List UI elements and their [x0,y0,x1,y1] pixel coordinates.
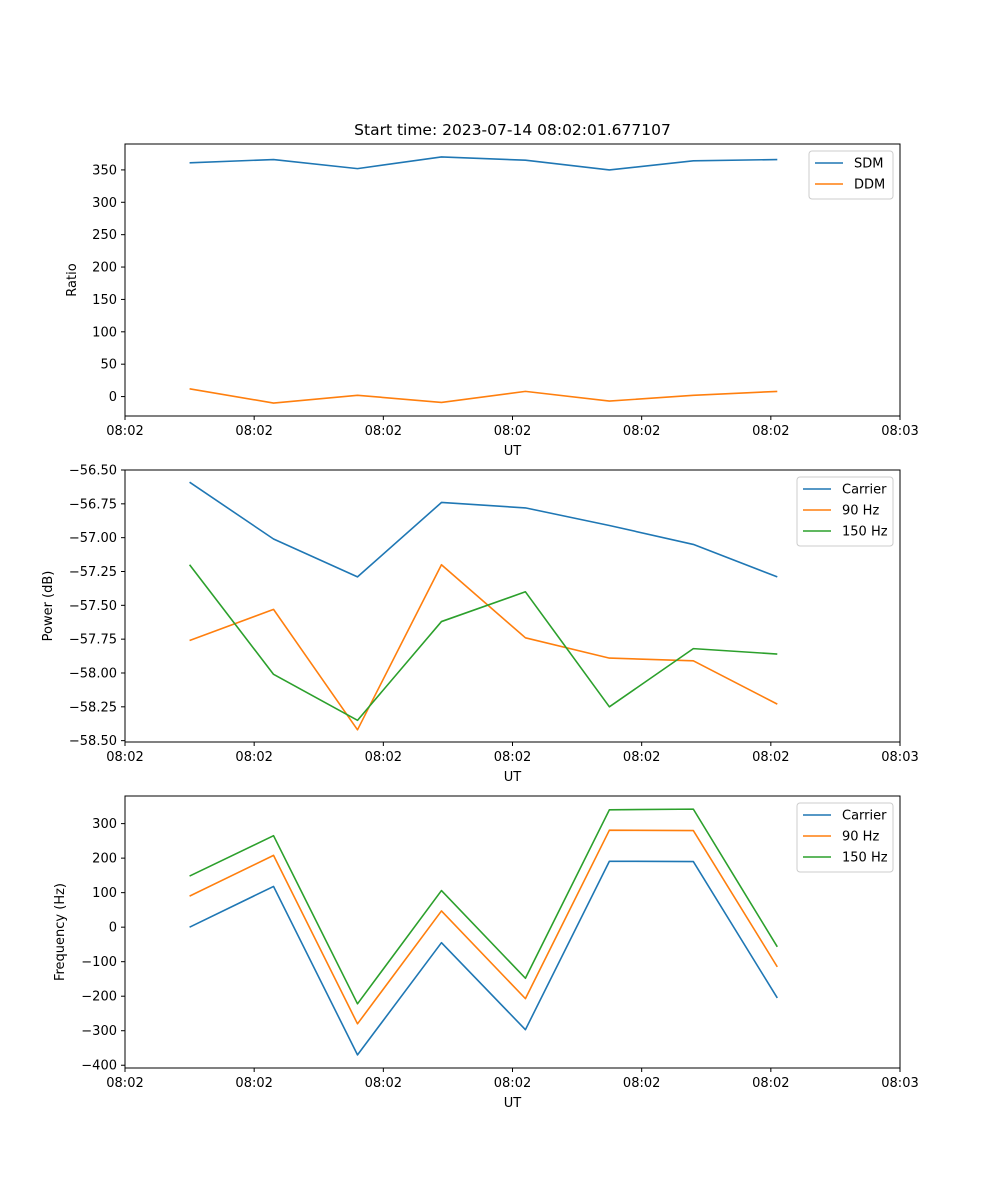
y-tick-label: −58.00 [69,666,117,681]
x-axis-label: UT [504,444,522,459]
x-tick-label: 08:02 [494,1076,531,1091]
y-tick-label: 300 [92,817,117,832]
legend-label: 150 Hz [842,851,888,866]
legend-label: 90 Hz [842,504,879,519]
y-tick-label: 0 [109,921,117,936]
y-tick-label: 250 [92,228,117,243]
y-tick-label: −57.25 [69,565,117,580]
series-line-150-hz [189,808,778,1005]
x-tick-label: 08:02 [752,424,789,439]
y-tick-label: −100 [81,955,117,970]
y-tick-label: −56.75 [69,497,117,512]
y-tick-label: −56.50 [69,464,117,479]
x-tick-label: 08:02 [106,1076,143,1091]
legend-box [796,802,894,873]
legend-label: Carrier [842,809,887,824]
y-tick-label: 50 [100,358,117,373]
y-tick-label: −200 [81,990,117,1005]
legend-label: DDM [854,178,885,193]
x-tick-label: 08:02 [365,1076,402,1091]
x-tick-label: 08:03 [881,750,918,765]
y-axis-label: Power (dB) [41,571,56,642]
y-tick-label: 0 [109,390,117,405]
y-tick-label: 350 [92,163,117,178]
y-tick-label: 100 [92,886,117,901]
legend-label: 90 Hz [842,830,879,845]
y-tick-label: 150 [92,293,117,308]
x-tick-label: 08:02 [494,750,531,765]
x-tick-label: 08:02 [623,424,660,439]
y-tick-label: −400 [81,1059,117,1074]
y-tick-label: −57.00 [69,531,117,546]
x-tick-label: 08:02 [235,750,272,765]
x-tick-label: 08:02 [365,750,402,765]
legend-label: SDM [854,157,883,172]
frequency-panel: 08:02 08:02 08:02 08:02 08:02 08:02 08:03 −400 −… [53,795,919,1111]
y-tick-label: −58.50 [69,734,117,749]
series-line-carrier [189,860,778,1056]
series-line-ddm [189,388,778,404]
x-tick-label: 08:02 [494,424,531,439]
series-line-90-hz [189,829,778,1025]
y-axis-label: Ratio [65,263,80,296]
power-panel: 08:02 08:02 08:02 08:02 08:02 08:02 08:03 −56.5… [41,464,919,786]
x-tick-label: 08:02 [752,1076,789,1091]
y-tick-label: 200 [92,852,117,867]
y-axis-label: Frequency (Hz) [53,883,68,981]
x-tick-label: 08:02 [365,424,402,439]
y-tick-label: 200 [92,261,117,276]
x-tick-label: 08:02 [106,424,143,439]
x-tick-label: 08:03 [881,1076,918,1091]
legend-label: Carrier [842,483,887,498]
x-axis-label: UT [504,1096,522,1111]
legend: Carrier 90 Hz 150 Hz [796,802,894,873]
y-tick-label: −58.25 [69,700,117,715]
series-line-sdm [189,156,778,171]
legend-box [796,476,894,547]
ratio-panel: Start time: 2023-07-14 08:02:01.677107 0… [65,121,919,459]
x-tick-label: 08:03 [881,424,918,439]
x-tick-label: 08:02 [235,424,272,439]
legend-label: 150 Hz [842,525,888,540]
x-tick-label: 08:02 [623,1076,660,1091]
y-tick-label: −300 [81,1024,117,1039]
series-line-150-hz [188,564,778,722]
chart-title: Start time: 2023-07-14 08:02:01.677107 [354,121,671,139]
x-tick-label: 08:02 [235,1076,272,1091]
x-tick-label: 08:02 [106,750,143,765]
y-tick-label: 100 [92,325,117,340]
x-tick-label: 08:02 [752,750,789,765]
x-tick-label: 08:02 [623,750,660,765]
legend: SDM DDM [808,150,894,200]
series-line-carrier [189,481,778,578]
x-axis-label: UT [504,770,522,785]
y-tick-label: −57.50 [69,599,117,614]
y-tick-label: −57.75 [69,633,117,648]
legend: Carrier 90 Hz 150 Hz [796,476,894,547]
y-tick-label: 300 [92,196,117,211]
series-line-90-hz [189,563,778,731]
